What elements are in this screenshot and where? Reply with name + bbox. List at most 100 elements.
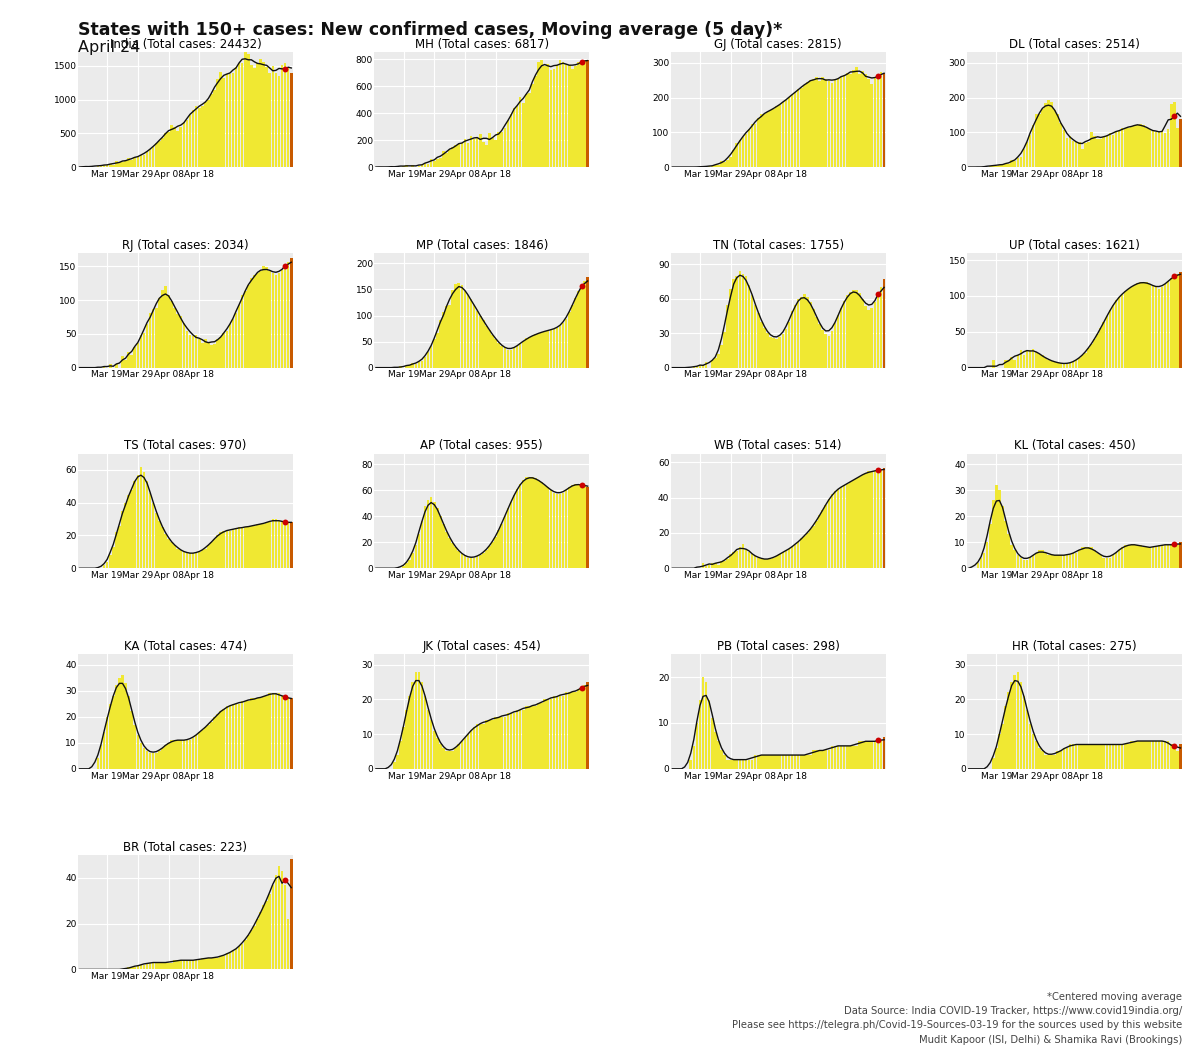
Bar xyxy=(457,551,460,568)
Title: HR (Total cases: 275): HR (Total cases: 275) xyxy=(1013,640,1136,653)
Bar xyxy=(269,522,271,568)
Bar xyxy=(396,755,398,769)
Bar xyxy=(173,127,176,167)
Bar xyxy=(220,532,222,568)
Bar xyxy=(559,696,562,769)
Bar xyxy=(583,685,586,769)
Bar xyxy=(226,706,228,769)
Bar xyxy=(449,151,451,167)
Bar xyxy=(194,735,198,769)
Bar xyxy=(1060,555,1062,568)
Bar xyxy=(1136,283,1139,368)
Bar xyxy=(1014,675,1016,769)
Bar xyxy=(1117,744,1121,769)
Bar xyxy=(439,516,442,568)
Bar xyxy=(204,727,206,769)
Bar xyxy=(210,958,212,969)
Bar xyxy=(815,750,818,769)
Bar xyxy=(265,696,268,769)
Bar xyxy=(1007,534,1010,568)
Bar xyxy=(1042,355,1044,368)
Bar xyxy=(1174,545,1176,568)
Bar xyxy=(204,102,206,167)
Bar xyxy=(775,555,778,568)
Bar xyxy=(1081,547,1084,568)
Bar xyxy=(1084,144,1087,167)
Title: JK (Total cases: 454): JK (Total cases: 454) xyxy=(422,640,541,653)
Bar xyxy=(290,73,293,167)
Bar xyxy=(118,678,121,769)
Bar xyxy=(436,508,439,568)
Bar xyxy=(528,337,530,368)
Bar xyxy=(256,274,259,368)
Bar xyxy=(479,555,481,568)
Bar xyxy=(139,965,143,969)
Bar xyxy=(271,519,274,568)
Bar xyxy=(1148,129,1151,167)
Bar xyxy=(730,156,732,167)
Bar xyxy=(427,501,430,568)
Bar xyxy=(775,339,778,368)
Point xyxy=(572,477,592,494)
Bar xyxy=(773,755,775,769)
Bar xyxy=(1097,744,1099,769)
Bar xyxy=(738,547,742,568)
Title: India (Total cases: 24432): India (Total cases: 24432) xyxy=(109,38,262,51)
Bar xyxy=(506,350,509,368)
Bar xyxy=(259,270,262,368)
Bar xyxy=(868,80,870,167)
Bar xyxy=(1152,285,1154,368)
Bar xyxy=(698,700,701,769)
Bar xyxy=(250,931,253,969)
Bar xyxy=(1103,323,1105,368)
Bar xyxy=(1014,161,1016,167)
Bar xyxy=(1001,506,1004,568)
Bar xyxy=(510,114,512,167)
Bar xyxy=(1060,124,1062,167)
Bar xyxy=(1044,358,1046,368)
Bar xyxy=(1032,125,1034,167)
Bar xyxy=(167,132,170,167)
Bar xyxy=(773,109,775,167)
Bar xyxy=(540,482,542,568)
Bar xyxy=(1158,289,1160,368)
Bar xyxy=(1062,555,1066,568)
Bar xyxy=(1038,748,1040,769)
Bar xyxy=(414,672,418,769)
Bar xyxy=(877,741,880,769)
Bar xyxy=(103,366,106,368)
Bar xyxy=(528,706,530,769)
Bar xyxy=(522,709,524,769)
Bar xyxy=(408,696,410,769)
Bar xyxy=(757,558,760,568)
Bar xyxy=(506,121,509,167)
Bar xyxy=(1056,555,1060,568)
Bar xyxy=(1146,547,1148,568)
Bar xyxy=(247,527,250,568)
Bar xyxy=(400,366,402,368)
Bar xyxy=(995,748,997,769)
Bar xyxy=(455,547,457,568)
Point xyxy=(276,689,295,705)
Bar xyxy=(1054,110,1056,167)
Bar xyxy=(1054,555,1056,568)
Bar xyxy=(751,760,754,769)
Bar xyxy=(1160,131,1163,167)
Bar xyxy=(1170,744,1172,769)
Bar xyxy=(1121,128,1123,167)
Bar xyxy=(883,467,886,568)
Bar xyxy=(97,166,100,167)
Bar xyxy=(1075,141,1078,167)
Bar xyxy=(1176,128,1178,167)
Bar xyxy=(170,962,173,969)
Bar xyxy=(214,344,216,368)
Bar xyxy=(1109,310,1111,368)
Bar xyxy=(433,160,436,167)
Bar xyxy=(427,352,430,368)
Bar xyxy=(550,699,552,769)
Bar xyxy=(1139,741,1142,769)
Bar xyxy=(532,706,534,769)
Bar xyxy=(161,137,163,167)
Bar xyxy=(173,308,176,368)
Point xyxy=(869,732,888,748)
